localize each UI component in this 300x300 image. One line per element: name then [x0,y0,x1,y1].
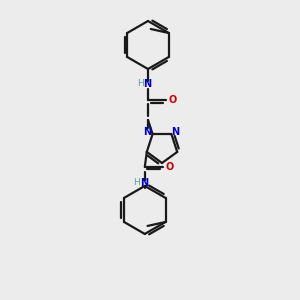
Text: N: N [143,79,151,89]
Text: H: H [134,178,140,188]
Text: O: O [166,162,174,172]
Text: O: O [169,95,177,105]
Text: N: N [140,178,148,188]
Text: N: N [171,127,179,137]
Text: N: N [143,127,152,137]
Text: H: H [136,80,143,88]
